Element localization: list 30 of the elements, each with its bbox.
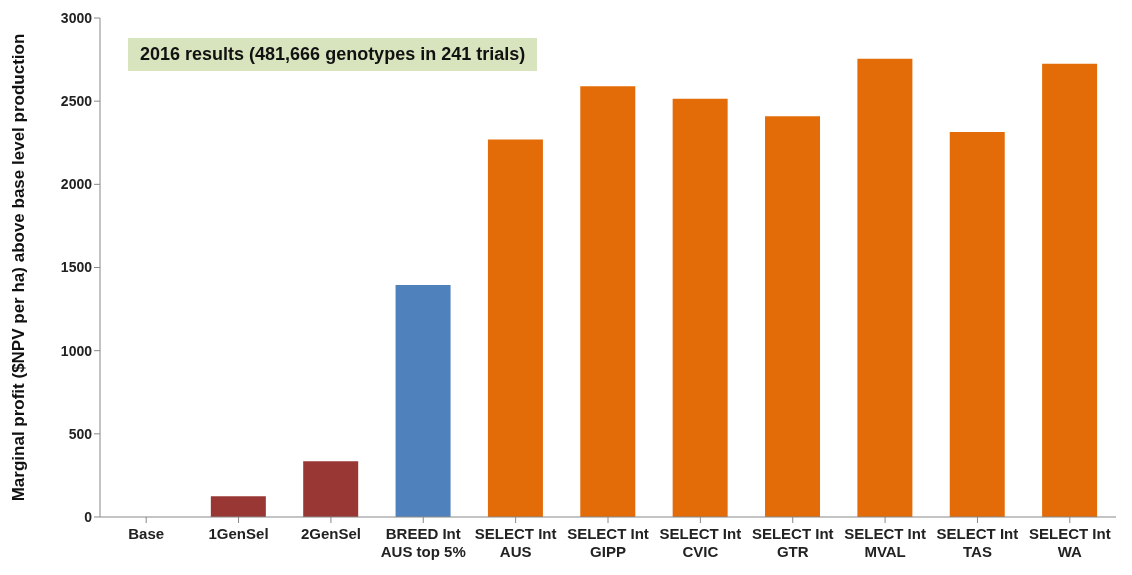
x-tick-label: 1GenSel	[208, 525, 269, 542]
y-tick-label: 0	[84, 508, 93, 525]
x-tick-label: 2GenSel	[300, 525, 361, 542]
bar	[210, 496, 266, 517]
y-axis-title: Marginal profit ($NPV per ha) above base level production	[9, 33, 29, 502]
x-tick-label: SELECT Int WA	[1028, 525, 1111, 560]
x-tick-label: SELECT Int GTR	[751, 525, 834, 560]
x-tick-label: SELECT Int CVIC	[659, 525, 742, 560]
y-tick-label: 500	[68, 425, 93, 442]
x-tick-label: BREED Int AUS top 5%	[380, 525, 466, 560]
x-tick-label: SELECT Int TAS	[936, 525, 1019, 560]
x-tick-label: Base	[128, 525, 165, 542]
bar	[487, 139, 543, 517]
bar	[395, 284, 451, 517]
x-tick-label: SELECT Int MVAL	[844, 525, 926, 560]
x-tick-label: SELECT Int AUS	[474, 525, 557, 560]
bar	[1042, 63, 1098, 517]
bar	[580, 86, 636, 517]
annotation: 2016 results (481,666 genotypes in 241 trials)	[128, 38, 538, 71]
y-tick-label: 2500	[60, 93, 93, 110]
y-tick-label: 2000	[60, 176, 93, 193]
y-tick-label: 1000	[60, 342, 93, 359]
bar	[765, 116, 821, 517]
bar	[949, 131, 1005, 517]
bar	[303, 461, 359, 517]
y-tick-label: 3000	[60, 9, 93, 26]
y-tick-label: 1500	[60, 259, 93, 276]
bar	[672, 98, 728, 517]
x-tick-label: SELECT Int GIPP	[567, 525, 649, 560]
bar	[857, 58, 913, 517]
